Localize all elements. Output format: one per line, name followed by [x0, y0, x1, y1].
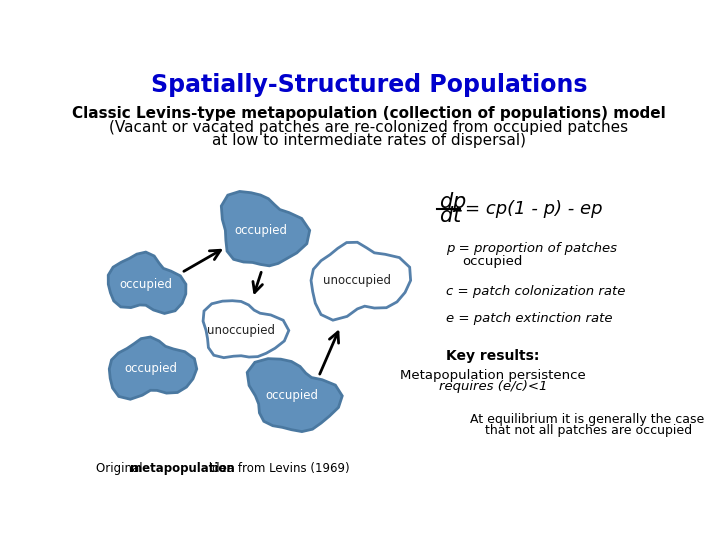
Text: idea from Levins (1969): idea from Levins (1969)	[204, 462, 349, 475]
Polygon shape	[311, 242, 410, 320]
Text: unoccupied: unoccupied	[323, 274, 392, 287]
Text: occupied: occupied	[234, 224, 287, 237]
Polygon shape	[247, 359, 342, 431]
Text: metapopulation: metapopulation	[130, 462, 235, 475]
Text: Spatially-Structured Populations: Spatially-Structured Populations	[150, 73, 588, 97]
Polygon shape	[109, 337, 197, 399]
Text: c = patch colonization rate: c = patch colonization rate	[446, 286, 626, 299]
Text: Classic Levins-type metapopulation (collection of populations) model: Classic Levins-type metapopulation (coll…	[72, 106, 666, 121]
Text: e = patch extinction rate: e = patch extinction rate	[446, 313, 613, 326]
Text: occupied: occupied	[265, 389, 318, 402]
Text: Key results:: Key results:	[446, 349, 540, 363]
Text: At equilibrium it is generally the case: At equilibrium it is generally the case	[469, 413, 704, 426]
Text: Original: Original	[96, 462, 147, 475]
Text: occupied: occupied	[124, 362, 177, 375]
Polygon shape	[221, 192, 310, 266]
Text: $dt$: $dt$	[438, 206, 463, 226]
Text: $dp$: $dp$	[438, 190, 467, 214]
Text: occupied: occupied	[120, 278, 172, 291]
Text: unoccupied: unoccupied	[207, 324, 275, 337]
Text: = cp(1 - p) - ep: = cp(1 - p) - ep	[465, 200, 603, 218]
Polygon shape	[108, 252, 186, 313]
Polygon shape	[203, 301, 289, 357]
Text: requires (e/c)<1: requires (e/c)<1	[438, 380, 547, 393]
Text: occupied: occupied	[462, 255, 523, 268]
Text: (Vacant or vacated patches are re-colonized from occupied patches: (Vacant or vacated patches are re-coloni…	[109, 120, 629, 136]
Text: at low to intermediate rates of dispersal): at low to intermediate rates of dispersa…	[212, 133, 526, 148]
Text: that not all patches are occupied: that not all patches are occupied	[485, 424, 693, 437]
Text: Metapopulation persistence: Metapopulation persistence	[400, 369, 586, 382]
Text: p = proportion of patches: p = proportion of patches	[446, 241, 618, 254]
